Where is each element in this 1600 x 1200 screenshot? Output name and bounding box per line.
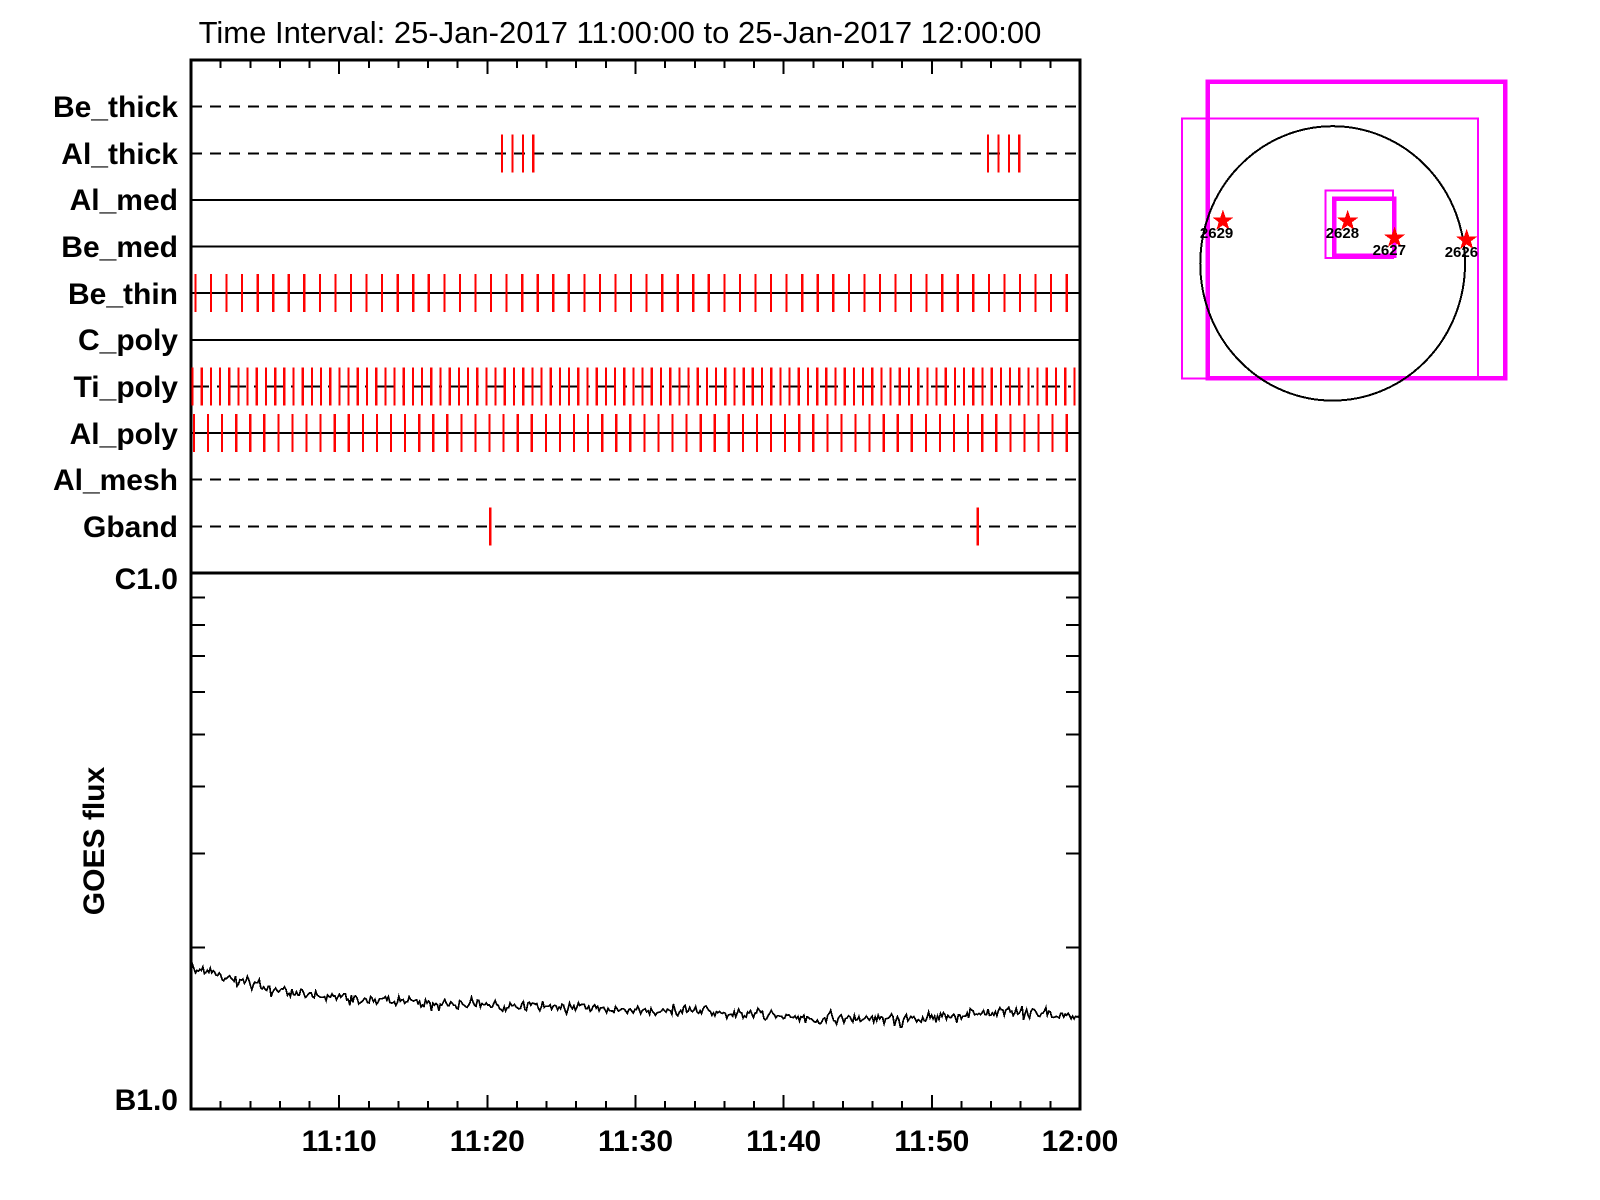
svg-text:2626: 2626 [1445, 244, 1478, 261]
svg-text:Be_thick: Be_thick [53, 91, 178, 124]
svg-text:C_poly: C_poly [78, 324, 178, 357]
svg-text:2629: 2629 [1200, 225, 1233, 242]
svg-text:B1.0: B1.0 [115, 1084, 178, 1117]
svg-text:12:00: 12:00 [1042, 1125, 1119, 1158]
svg-text:11:30: 11:30 [598, 1125, 673, 1158]
svg-text:2628: 2628 [1326, 225, 1359, 242]
svg-text:11:10: 11:10 [302, 1125, 377, 1158]
svg-text:Time Interval: 25-Jan-2017 11:: Time Interval: 25-Jan-2017 11:00:00 to 2… [199, 15, 1042, 50]
svg-text:Gband: Gband [83, 511, 178, 544]
svg-text:Al_thick: Al_thick [61, 138, 178, 171]
svg-text:11:50: 11:50 [894, 1125, 969, 1158]
svg-text:2627: 2627 [1373, 242, 1406, 259]
svg-text:Al_mesh: Al_mesh [53, 464, 178, 497]
svg-text:11:20: 11:20 [450, 1125, 525, 1158]
svg-text:GOES flux: GOES flux [78, 767, 111, 916]
svg-text:Al_poly: Al_poly [70, 418, 179, 451]
svg-text:Al_med: Al_med [70, 184, 178, 217]
svg-text:C1.0: C1.0 [115, 563, 178, 596]
svg-text:Be_med: Be_med [61, 231, 178, 264]
svg-text:Be_thin: Be_thin [68, 278, 178, 311]
svg-text:Ti_poly: Ti_poly [74, 371, 179, 404]
svg-text:11:40: 11:40 [746, 1125, 821, 1158]
